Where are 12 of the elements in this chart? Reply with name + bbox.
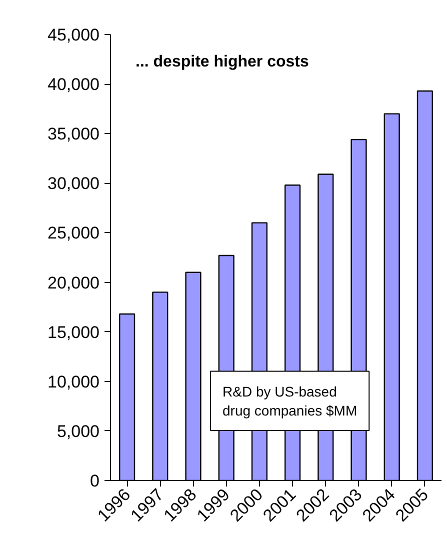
y-tick-label: 15,000	[48, 322, 100, 342]
y-tick-label: 20,000	[48, 273, 100, 292]
y-tick-label: 45,000	[48, 26, 100, 44]
y-tick-label: 25,000	[48, 224, 100, 243]
y-tick-label: 30,000	[48, 174, 100, 194]
text: ... despite higher costs	[136, 54, 309, 70]
y-tick-label: 0	[90, 472, 100, 490]
y-tick-label: 5,000	[56, 422, 100, 441]
y-tick-label: 10,000	[48, 372, 100, 392]
y-tick-label: 35,000	[48, 124, 100, 144]
y-tick-label: 40,000	[48, 75, 100, 94]
annotation: R&D by US-based drug companies $MM	[222, 383, 358, 418]
